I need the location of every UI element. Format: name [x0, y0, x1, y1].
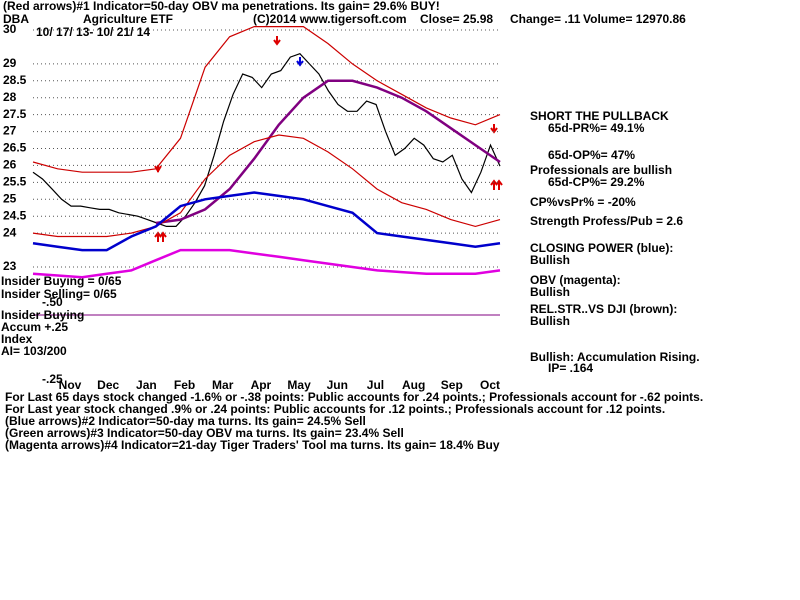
series-line	[155, 79, 501, 225]
series-line	[32, 191, 501, 252]
right-note: Bullish	[530, 253, 570, 267]
right-note: SHORT THE PULLBACK	[530, 109, 669, 123]
right-note: IP= .164	[548, 361, 593, 375]
red-buy-arrow	[490, 179, 503, 190]
chart-title: (Red arrows)#1 Indicator=50-day OBV ma p…	[3, 0, 440, 13]
x-tick-label: Apr	[251, 378, 272, 392]
copyright: (C)2014 www.tigersoft.com	[253, 12, 407, 26]
x-tick-label: Jun	[327, 378, 348, 392]
right-note: Bullish: Accumulation Rising.	[530, 350, 700, 364]
y-tick-label: 24.5	[3, 208, 27, 222]
y-tick-label: 27	[3, 124, 17, 138]
x-tick-label: Dec	[97, 378, 119, 392]
left-note: -.25	[42, 372, 63, 386]
left-note: Insider Selling= 0/65	[1, 287, 117, 301]
y-tick-label: 25	[3, 191, 17, 205]
right-note: 65d-PR%= 49.1%	[548, 121, 645, 135]
y-tick-label: 23	[3, 259, 17, 273]
y-tick-label: 28	[3, 90, 17, 104]
close: Close= 25.98	[420, 12, 493, 26]
left-note: Insider Buying = 0/65	[1, 274, 122, 288]
y-tick-label: 28.5	[3, 73, 27, 87]
right-note: 65d-OP%= 47%	[548, 148, 635, 162]
footer-line: (Green arrows)#3 Indicator=50-day OBV ma…	[5, 426, 404, 440]
x-tick-label: Mar	[212, 378, 234, 392]
footer-line: (Blue arrows)#2 Indicator=50-day ma turn…	[5, 414, 366, 428]
symbol: DBA	[3, 12, 29, 26]
left-note: AI= 103/200	[1, 344, 67, 358]
y-tick-label: 24	[3, 225, 17, 239]
x-tick-label: Feb	[174, 378, 195, 392]
y-tick-label: 30	[3, 22, 17, 36]
left-note: Insider Buying	[1, 308, 84, 322]
y-tick-label: 25.5	[3, 175, 27, 189]
left-note: Index	[1, 332, 33, 346]
series-line	[32, 26, 501, 173]
footer-line: For Last 65 days stock changed -1.6% or …	[5, 390, 703, 404]
right-note: CP%vsPr% = -20%	[530, 195, 636, 209]
blue-arrow	[296, 57, 304, 67]
footer-line: (Magenta arrows)#4 Indicator=21-day Tige…	[5, 438, 500, 452]
right-note: Strength Profess/Pub = 2.6	[530, 214, 683, 228]
volume: Volume= 12970.86	[583, 12, 686, 26]
y-tick-label: 27.5	[3, 107, 27, 121]
date-range: 10/ 17/ 13- 10/ 21/ 14	[36, 25, 150, 39]
right-note: Professionals are bullish	[530, 163, 672, 177]
right-note: REL.STR..VS DJI (brown):	[530, 302, 677, 316]
right-note: CLOSING POWER (blue):	[530, 241, 673, 255]
right-note: Bullish	[530, 285, 570, 299]
left-note: -.50	[42, 295, 63, 309]
right-note: Bullish	[530, 314, 570, 328]
red-arrow	[273, 36, 281, 46]
series-line	[32, 248, 501, 279]
right-note: 65d-CP%= 29.2%	[548, 175, 645, 189]
x-tick-label: May	[287, 378, 311, 392]
left-note: Accum +.25	[1, 320, 68, 334]
name: Agriculture ETF	[83, 12, 173, 26]
y-tick-label: 26	[3, 158, 17, 172]
x-tick-label: Jan	[136, 378, 157, 392]
x-tick-label: Jul	[367, 378, 384, 392]
series-line	[32, 134, 501, 238]
x-tick-label: Aug	[402, 378, 425, 392]
right-note: OBV (magenta):	[530, 273, 621, 287]
y-tick-label: 26.5	[3, 141, 27, 155]
footer-line: For Last year stock changed .9% or .24 p…	[5, 402, 665, 416]
change: Change= .11	[510, 12, 581, 26]
x-tick-label: Nov	[59, 378, 82, 392]
x-tick-label: Oct	[480, 378, 500, 392]
x-tick-label: Sep	[441, 378, 463, 392]
series-line	[32, 53, 501, 227]
y-tick-label: 29	[3, 56, 17, 70]
